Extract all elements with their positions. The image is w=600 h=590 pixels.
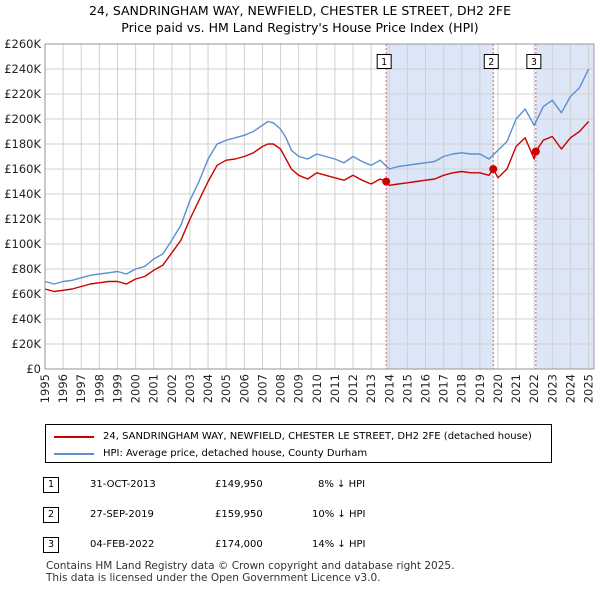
x-tick-label: 2000 [129,374,143,403]
y-tick-label: £220K [4,87,41,101]
sale-number-badge: 2 [43,507,59,523]
y-tick-label: £120K [4,212,41,226]
hpi-line [44,68,590,285]
x-tick-label: 2003 [183,374,197,403]
sale-number-badge: 3 [43,537,59,553]
y-tick-label: £80K [12,262,42,276]
x-tick-label: 1999 [110,374,124,403]
legend-label-property: 24, SANDRINGHAM WAY, NEWFIELD, CHESTER L… [103,431,532,442]
y-tick-label: £260K [4,37,41,51]
footer-copyright: Contains HM Land Registry data © Crown c… [46,560,455,572]
y-tick-label: £0 [26,362,41,376]
chart-legend: 24, SANDRINGHAM WAY, NEWFIELD, CHESTER L… [45,424,552,463]
footer-licence: This data is licensed under the Open Gov… [46,572,381,584]
shaded-period-2 [535,44,594,369]
table-row: 1 31-OCT-2013 £149,950 8% ↓ HPI [0,476,600,496]
y-tick-label: £240K [4,62,41,76]
x-tick-label: 1998 [92,374,106,403]
shaded-period-1 [386,44,494,369]
x-tick-label: 2007 [255,374,269,403]
x-tick-label: 2005 [219,374,233,403]
x-tick-label: 2017 [437,374,451,403]
sale-date: 04-FEB-2022 [90,539,155,550]
x-tick-label: 1997 [74,374,88,403]
sale-label-box-3 [526,54,542,69]
x-tick-label: 2025 [582,374,596,403]
x-tick-label: 2006 [237,374,251,403]
x-tick-label: 1995 [38,374,52,403]
y-tick-label: £160K [4,162,41,176]
sale-price: £174,000 [215,539,263,550]
sale-label-2: 2 [488,57,494,68]
price-chart: 1 2 3 £0 £20K £40K £60K £80K £100K £120K £140K £160… [4,37,596,403]
x-tick-label: 2022 [527,374,541,403]
x-tick-label: 2013 [364,374,378,403]
x-tick-label: 2012 [346,374,360,403]
legend-swatch-property [54,436,94,438]
x-tick-label: 2002 [165,374,179,403]
sale-number-badge: 1 [43,477,59,493]
property-price-line [44,121,590,293]
x-tick-label: 2014 [382,374,396,403]
legend-label-hpi: HPI: Average price, detached house, Coun… [103,448,368,459]
y-tick-label: £140K [4,187,41,201]
x-tick-label: 2009 [292,374,306,403]
sale-label-3: 3 [531,57,537,68]
x-tick-label: 2015 [400,374,414,403]
y-tick-label: £20K [12,337,42,351]
x-tick-label: 2021 [509,374,523,403]
y-tick-label: £40K [12,312,42,326]
table-row: 3 04-FEB-2022 £174,000 14% ↓ HPI [0,536,600,556]
y-tick-label: £60K [12,287,42,301]
sale-label-box-1 [376,54,392,69]
sale-hpi-diff: 8% ↓ HPI [318,479,366,490]
table-row: 2 27-SEP-2019 £159,950 10% ↓ HPI [0,506,600,526]
y-tick-label: £100K [4,237,41,251]
x-tick-label: 2019 [473,374,487,403]
plot-frame [44,43,595,370]
x-tick-label: 1996 [56,374,70,403]
x-tick-label: 2018 [455,374,469,403]
y-tick-label: £200K [4,112,41,126]
x-tick-label: 2023 [545,374,559,403]
sale-date: 27-SEP-2019 [90,509,154,520]
sale-price: £149,950 [215,479,263,490]
x-tick-label: 2016 [418,374,432,403]
y-tick-label: £180K [4,137,41,151]
x-tick-label: 2024 [563,374,577,403]
x-tick-label: 2010 [310,374,324,403]
sale-point-2 [489,165,498,174]
sale-date: 31-OCT-2013 [90,479,156,490]
x-tick-label: 2008 [274,374,288,403]
sale-point-1 [382,177,391,186]
sale-label-1: 1 [381,57,387,68]
sale-point-3 [531,147,540,156]
legend-swatch-hpi [54,453,94,455]
chart-title-line2: Price paid vs. HM Land Registry's House … [121,20,479,35]
x-tick-label: 2011 [328,374,342,403]
plot-background [45,44,594,369]
sale-price: £159,950 [215,509,263,520]
sale-label-box-2 [483,54,499,69]
x-tick-label: 2001 [147,374,161,403]
chart-title-line1: 24, SANDRINGHAM WAY, NEWFIELD, CHESTER L… [88,3,512,18]
x-tick-label: 2020 [491,374,505,403]
x-tick-label: 2004 [201,374,215,403]
sale-hpi-diff: 14% ↓ HPI [312,539,366,550]
sale-hpi-diff: 10% ↓ HPI [312,509,366,520]
